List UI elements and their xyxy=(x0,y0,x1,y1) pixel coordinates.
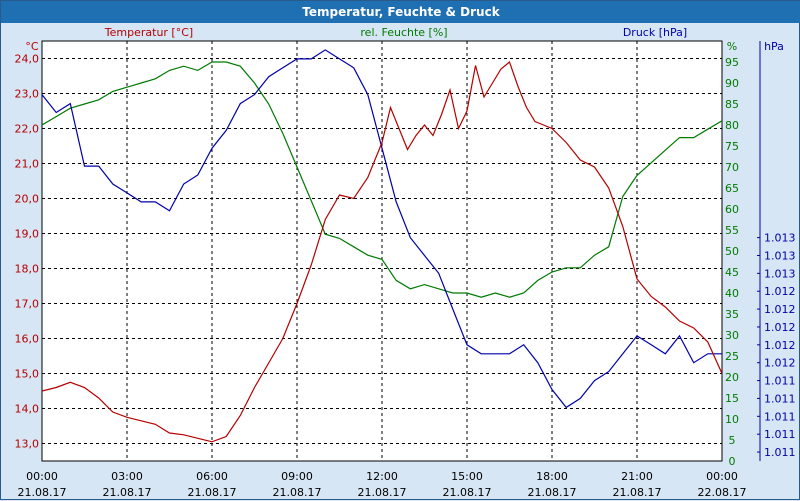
x-tick-time: 00:00 xyxy=(706,470,738,483)
press-tick-label: 1.011 xyxy=(764,446,796,459)
hum-tick-label: 45 xyxy=(725,266,739,279)
temp-series-label: Temperatur [°C] xyxy=(104,26,193,39)
x-tick-date: 21.08.17 xyxy=(273,486,322,499)
temperature-line xyxy=(42,60,722,443)
chart-svg: 00:00 21.08.17 03:00 21.08.17 06:00 21.08.17 0… xyxy=(15,26,796,499)
x-tick-date: 21.08.17 xyxy=(443,486,492,499)
x-tick-time: 15:00 xyxy=(451,470,483,483)
x-tick-date: 21.08.17 xyxy=(18,486,67,499)
temp-tick-label: 14,0 xyxy=(15,403,40,416)
press-unit-label: hPa xyxy=(764,40,784,53)
press-tick-label: 1.011 xyxy=(764,410,796,423)
x-tick-time: 12:00 xyxy=(366,470,398,483)
hum-tick-label: 65 xyxy=(725,182,739,195)
temp-tick-label: 24,0 xyxy=(15,53,40,66)
hum-tick-label: 25 xyxy=(725,350,739,363)
hum-series-label: rel. Feuchte [%] xyxy=(360,26,447,39)
x-tick-date: 21.08.17 xyxy=(613,486,662,499)
temp-tick-label: 16,0 xyxy=(15,333,40,346)
hum-tick-label: 70 xyxy=(725,161,739,174)
grid xyxy=(42,41,761,461)
temp-tick-label: 15,0 xyxy=(15,368,40,381)
x-tick-time: 09:00 xyxy=(281,470,313,483)
x-tick-date: 21.08.17 xyxy=(103,486,152,499)
hum-unit-label: % xyxy=(727,40,737,53)
temp-tick-label: 21,0 xyxy=(15,158,40,171)
press-tick-label: 1.013 xyxy=(764,232,796,245)
temp-tick-label: 18,0 xyxy=(15,263,40,276)
hum-tick-label: 85 xyxy=(725,98,739,111)
temp-tick-label: 20,0 xyxy=(15,193,40,206)
press-tick-label: 1.011 xyxy=(764,375,796,388)
press-tick-label: 1.013 xyxy=(764,249,796,262)
temp-tick-label: 13,0 xyxy=(15,438,40,451)
x-tick-date: 22.08.17 xyxy=(698,486,747,499)
hum-tick-label: 60 xyxy=(725,203,739,216)
temp-tick-label: 23,0 xyxy=(15,88,40,101)
series-lines xyxy=(42,49,722,443)
temp-tick-label: 19,0 xyxy=(15,228,40,241)
hum-tick-label: 40 xyxy=(725,287,739,300)
hum-tick-label: 15 xyxy=(725,392,739,405)
hum-tick-label: 75 xyxy=(725,140,739,153)
press-tick-label: 1.012 xyxy=(764,285,796,298)
hum-tick-label: 90 xyxy=(725,77,739,90)
press-tick-label: 1.012 xyxy=(764,357,796,370)
press-tick-label: 1.013 xyxy=(764,267,796,280)
hum-tick-label: 95 xyxy=(725,56,739,69)
hum-tick-label: 55 xyxy=(725,224,739,237)
press-tick-label: 1.012 xyxy=(764,339,796,352)
hum-tick-label: 80 xyxy=(725,119,739,132)
x-tick-time: 03:00 xyxy=(111,470,143,483)
hum-tick-label: 35 xyxy=(725,308,739,321)
x-tick-date: 21.08.17 xyxy=(528,486,577,499)
hum-tick-label: 0 xyxy=(729,455,736,468)
press-tick-label: 1.012 xyxy=(764,303,796,316)
hum-tick-label: 50 xyxy=(725,245,739,258)
x-tick-date: 21.08.17 xyxy=(358,486,407,499)
x-tick-date: 21.08.17 xyxy=(188,486,237,499)
x-tick-time: 06:00 xyxy=(196,470,228,483)
x-tick-time: 00:00 xyxy=(26,470,58,483)
temp-tick-label: 17,0 xyxy=(15,298,40,311)
window-title: Temperatur, Feuchte & Druck xyxy=(1,1,800,23)
pressure-line xyxy=(42,49,722,409)
press-tick-label: 1.012 xyxy=(764,321,796,334)
press-tick-label: 1.011 xyxy=(764,428,796,441)
hum-tick-label: 5 xyxy=(729,434,736,447)
temp-tick-label: 22,0 xyxy=(15,123,40,136)
hum-tick-label: 30 xyxy=(725,329,739,342)
temp-unit-label: °C xyxy=(25,40,39,53)
axis-labels: 00:00 21.08.17 03:00 21.08.17 06:00 21.08.17 0… xyxy=(15,26,796,499)
hum-tick-label: 10 xyxy=(725,413,739,426)
x-tick-time: 21:00 xyxy=(621,470,653,483)
press-tick-label: 1.011 xyxy=(764,392,796,405)
x-tick-time: 18:00 xyxy=(536,470,568,483)
humidity-line xyxy=(42,61,722,298)
hum-tick-label: 20 xyxy=(725,371,739,384)
press-series-label: Druck [hPa] xyxy=(623,26,687,39)
